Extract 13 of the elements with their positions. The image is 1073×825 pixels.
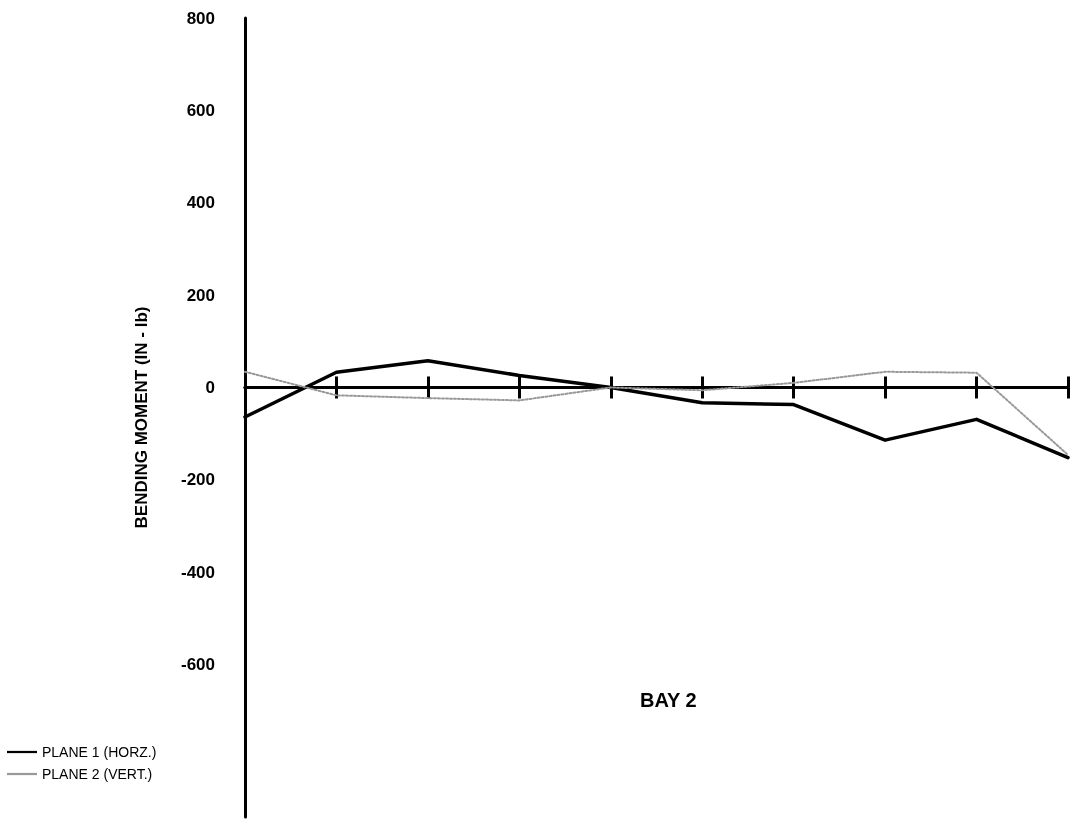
annotation: BAY 2: [640, 689, 697, 711]
y-tick-label: -400: [180, 562, 215, 582]
y-tick-label: 800: [186, 8, 215, 28]
y-tick-label: -600: [180, 655, 215, 675]
line-series: [244, 370, 1069, 456]
y-tick-label: 0: [205, 377, 215, 397]
legend-label: PLANE 1 (HORZ.): [42, 744, 157, 760]
y-tick-label: -200: [180, 470, 215, 490]
y-tick-label: 200: [186, 285, 215, 305]
legend-label: PLANE 2 (VERT.): [42, 766, 153, 782]
y-tick-label: 400: [186, 193, 215, 213]
y-axis-title: BENDING MOMENT (IN - lb): [132, 306, 151, 529]
y-tick-label: 600: [186, 100, 215, 120]
